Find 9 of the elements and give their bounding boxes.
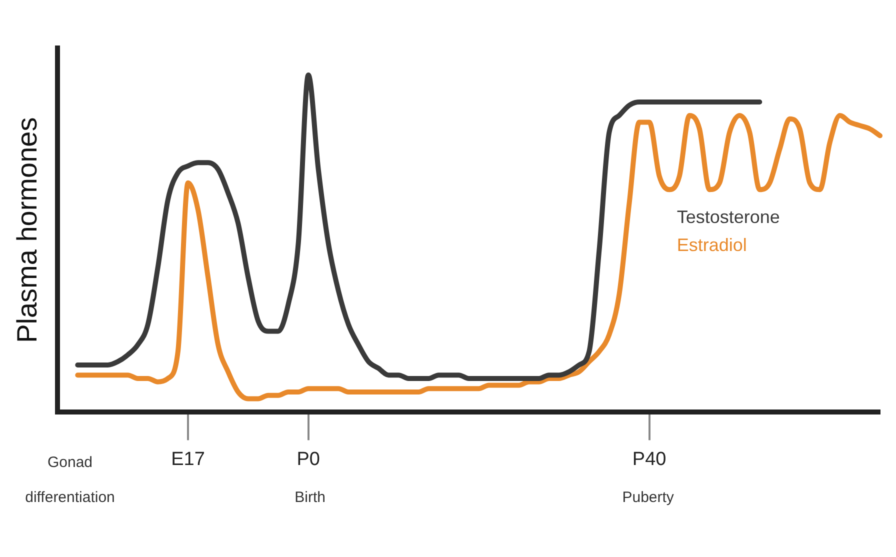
text: Gonad differentiation <box>25 454 115 506</box>
text: Birth <box>294 489 326 506</box>
text: Testosterone <box>676 207 780 227</box>
text: Estradiol <box>676 235 747 255</box>
text: Puberty <box>622 489 674 506</box>
x-tick-label: E17 <box>171 448 205 470</box>
x-tick-label: P0 <box>296 448 320 470</box>
x-tick-label: P40 <box>632 448 666 470</box>
y-axis-title: Plasma hormones <box>12 117 43 343</box>
